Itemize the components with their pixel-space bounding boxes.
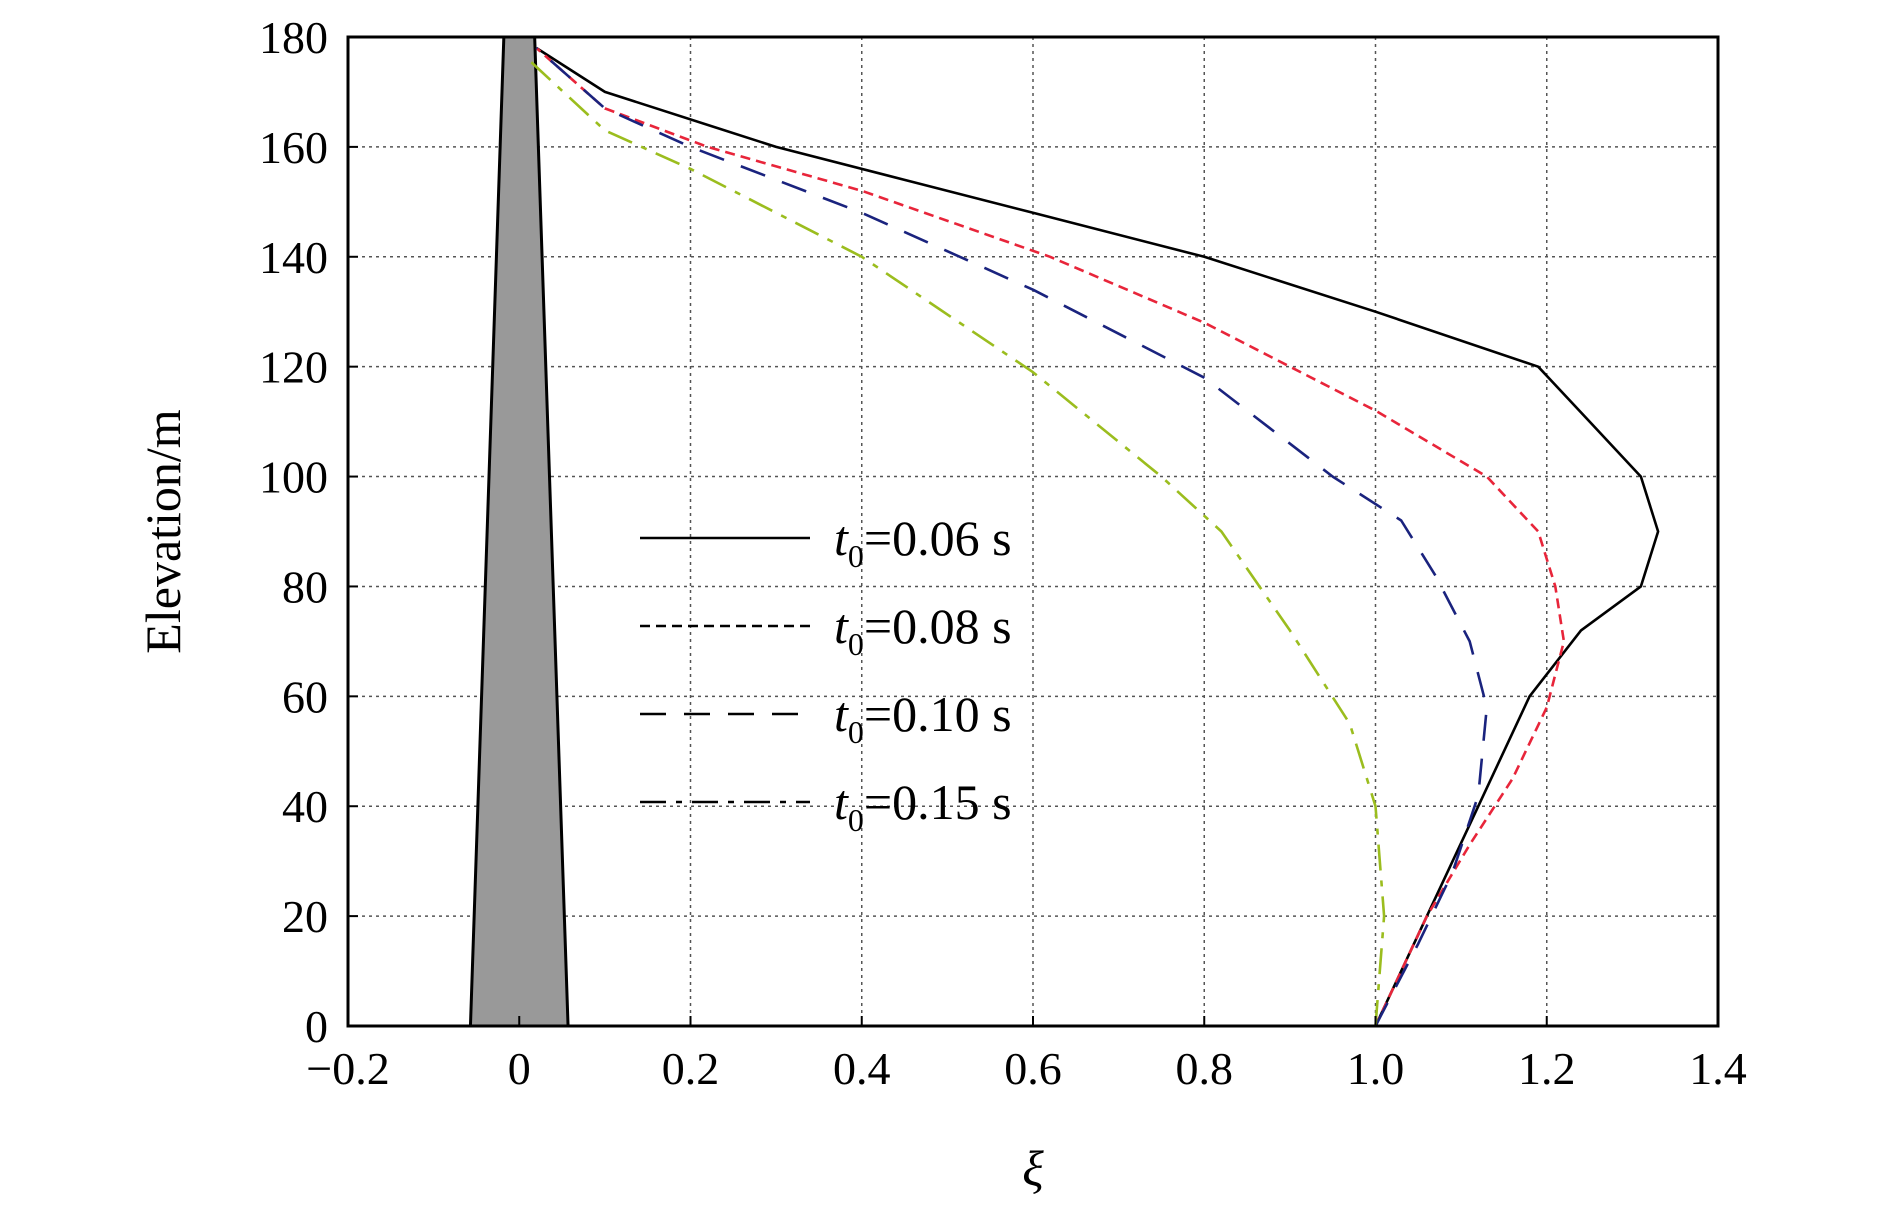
y-tick-label: 120 [259,342,328,393]
structure-shape [468,35,570,1028]
legend-label-sub: 0 [848,626,864,662]
x-tick-label: 0.2 [662,1043,720,1094]
series-line-1 [535,46,1660,1027]
y-tick-label: 60 [282,671,328,722]
y-axis-label: Elevation/m [135,409,191,653]
x-tick-label: 1.0 [1347,1043,1405,1094]
series-group [526,46,1660,1027]
y-tick-label: 140 [259,232,328,283]
x-tick-label: 0.4 [833,1043,891,1094]
x-tick-label: 1.4 [1689,1043,1747,1094]
legend-label-sub: 0 [848,802,864,838]
series-line-3 [535,47,1489,1027]
legend-label-var: t [834,774,849,830]
legend-label-rest: =0.06 s [864,510,1012,566]
x-tick-label: 0.8 [1176,1043,1234,1094]
structure-profile [468,35,570,1028]
y-tick-label: 0 [305,1001,328,1052]
y-tick-label: 180 [259,12,328,63]
x-axis-ticks: −0.2 0 0.2 0.4 0.6 0.8 1.0 1.2 1.4 [306,1016,1747,1094]
x-tick-label: 0 [508,1043,531,1094]
legend-label-var: t [834,598,849,654]
legend-label-sub: 0 [848,538,864,574]
y-tick-label: 80 [282,561,328,612]
y-tick-label: 160 [259,122,328,173]
x-tick-label: −0.2 [306,1043,389,1094]
y-tick-label: 20 [282,891,328,942]
legend-label: t0=0.10 s [834,686,1012,750]
y-tick-label: 100 [259,452,328,503]
legend-label-rest: =0.08 s [864,598,1012,654]
x-axis-label: ξ [1022,1140,1044,1196]
legend-label: t0=0.08 s [834,598,1012,662]
grid [348,37,1718,1026]
legend-label-rest: =0.15 s [864,774,1012,830]
series-line-4 [526,58,1386,1027]
legend-label: t0=0.15 s [834,774,1012,838]
legend: t0=0.06 st0=0.08 st0=0.10 st0=0.15 s [640,510,1012,838]
y-axis-ticks: 0 20 40 60 80 100 120 140 160 180 [259,12,358,1052]
x-tick-label: 0.6 [1004,1043,1062,1094]
x-tick-label: 1.2 [1518,1043,1576,1094]
legend-label-var: t [834,510,849,566]
y-tick-label: 40 [282,781,328,832]
series-line-2 [535,47,1566,1027]
legend-label-sub: 0 [848,714,864,750]
legend-label-rest: =0.10 s [864,686,1012,742]
legend-label-var: t [834,686,849,742]
legend-label: t0=0.06 s [834,510,1012,574]
